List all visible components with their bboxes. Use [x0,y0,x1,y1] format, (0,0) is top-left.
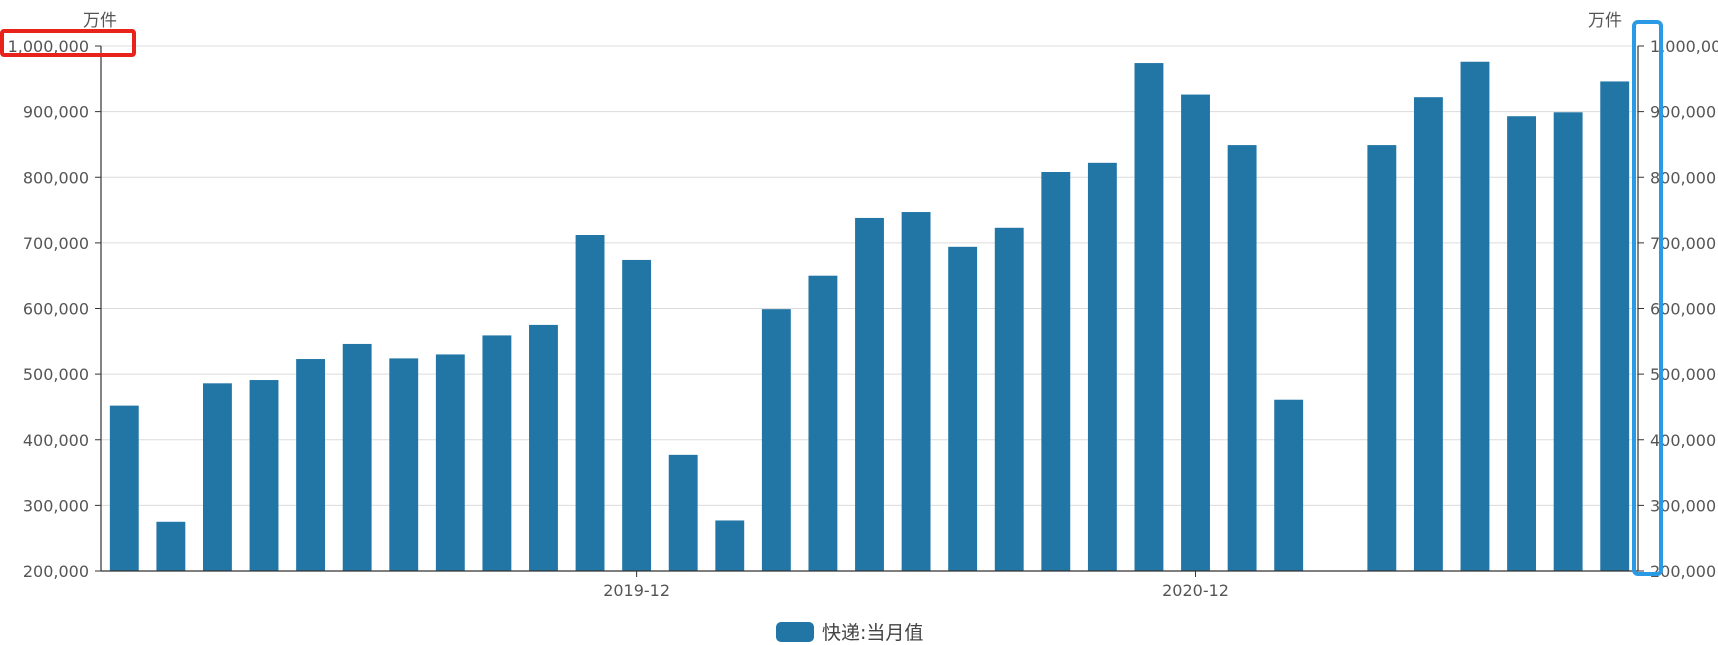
highlight-box-left-top-label [0,29,136,57]
bar[interactable] [1134,63,1164,571]
tick-labels: 200,000 200,000 300,000 300,000 400,000 400,0… [8,37,1718,600]
x-tick-label: 2020-12 [1162,581,1229,600]
y-tick-label-left: 300,000 [23,496,89,515]
bar[interactable] [1367,145,1397,571]
bar[interactable] [1087,162,1117,571]
bar[interactable] [622,259,652,571]
y-tick-label-left: 400,000 [23,431,89,450]
bar[interactable] [1553,112,1583,571]
bar[interactable] [389,358,419,571]
y-tick-label-left: 800,000 [23,168,89,187]
bar[interactable] [482,335,512,571]
legend-label[interactable]: 快递:当月值 [822,622,923,644]
y-tick-label-right: 700,000 [1650,234,1716,253]
bar[interactable] [203,383,232,571]
y-tick-label-left: 500,000 [23,365,89,384]
y-tick-label-right: 300,000 [1650,496,1716,515]
annotations [0,20,1663,576]
y-tick-label-right: 800,000 [1650,168,1716,187]
bar[interactable] [1600,81,1630,571]
axes [95,45,1644,577]
y-tick-label-right: 600,000 [1650,300,1716,319]
bar[interactable] [1413,97,1443,571]
y-tick-label-left: 200,000 [23,562,89,581]
bar[interactable] [855,217,884,571]
bars [109,61,1630,571]
legend[interactable]: 快递:当月值 [776,622,923,644]
bar[interactable] [249,380,279,571]
y-tick-label-left: 1,000,000 [8,37,89,56]
y-tick-label-left: 700,000 [23,234,89,253]
y-tick-label-right: 900,000 [1650,103,1716,122]
bar[interactable] [1041,172,1071,571]
bar[interactable] [342,343,372,571]
y-tick-label-right: 400,000 [1650,431,1716,450]
bar[interactable] [1507,116,1536,571]
y-tick-label-left: 900,000 [23,103,89,122]
bar[interactable] [156,521,186,571]
bar[interactable] [109,405,139,571]
bar[interactable] [435,354,465,571]
bar[interactable] [575,235,605,571]
bar[interactable] [948,246,978,571]
left-axis-unit-label: 万件 [83,11,117,31]
bar[interactable] [529,324,558,571]
bar[interactable] [1181,94,1210,571]
bar[interactable] [808,275,838,571]
y-tick-label-right: 1,000,000 [1650,37,1718,56]
highlight-box-right-axis [1632,20,1663,576]
bar[interactable] [1460,61,1490,571]
legend-swatch[interactable] [776,622,814,642]
y-tick-label-right: 500,000 [1650,365,1716,384]
bar[interactable] [1227,145,1257,571]
bar[interactable] [761,309,791,571]
bar[interactable] [715,520,745,571]
bar[interactable] [901,212,931,571]
bar[interactable] [994,227,1024,571]
y-tick-label-left: 600,000 [23,300,89,319]
right-axis-unit-label: 万件 [1588,11,1622,31]
bar[interactable] [296,359,326,571]
x-tick-label: 2019-12 [603,581,670,600]
bar[interactable] [1274,399,1304,571]
y-tick-label-right: 200,000 [1650,562,1716,581]
bar[interactable] [668,454,698,571]
